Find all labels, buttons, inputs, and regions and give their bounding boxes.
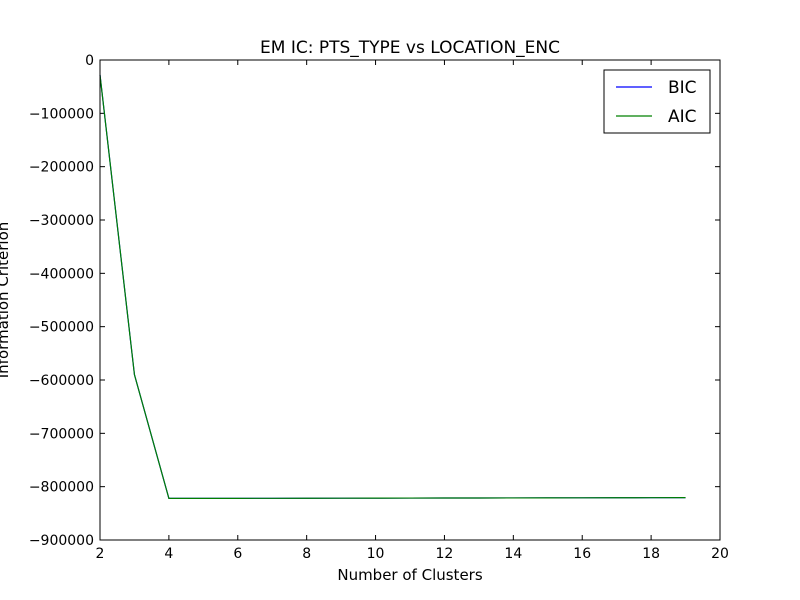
y-tick-label: −700000 xyxy=(29,426,94,442)
legend-label-bic: BIC xyxy=(668,78,697,98)
series-line-aic xyxy=(99,74,686,499)
y-tick-label: −900000 xyxy=(29,533,94,549)
x-tick-label: 20 xyxy=(711,546,729,562)
x-tick-label: 4 xyxy=(164,546,173,562)
x-tick-label: 2 xyxy=(96,546,105,562)
x-tick-label: 8 xyxy=(302,546,311,562)
ticks: 2 4 6 8 10 12 14 16 18 20 0 −100000 −200000 −300000 −4… xyxy=(29,53,729,562)
y-tick-label: −400000 xyxy=(29,266,94,282)
legend-box xyxy=(603,69,711,134)
plot-frame xyxy=(99,59,721,541)
y-tick-label: −300000 xyxy=(29,213,94,229)
x-axis-label: Number of Clusters xyxy=(337,566,482,584)
y-tick-label: −200000 xyxy=(29,160,94,176)
x-tick-label: 10 xyxy=(367,546,385,562)
x-tick-label: 18 xyxy=(642,546,660,562)
x-tick-label: 6 xyxy=(233,546,242,562)
y-tick-label: −100000 xyxy=(29,106,94,122)
legend: BIC AIC xyxy=(603,69,711,134)
y-tick-label: −500000 xyxy=(29,320,94,336)
chart-title: EM IC: PTS_TYPE vs LOCATION_ENC xyxy=(260,38,560,58)
series-line-bic xyxy=(99,74,686,499)
y-tick-label: −600000 xyxy=(29,373,94,389)
x-tick-label: 14 xyxy=(504,546,522,562)
y-axis-label: Information Criterion xyxy=(0,222,12,379)
y-tick-label: −800000 xyxy=(29,480,94,496)
y-tick-label: 0 xyxy=(85,53,94,69)
x-tick-label: 16 xyxy=(573,546,591,562)
legend-label-aic: AIC xyxy=(668,107,697,127)
x-tick-label: 12 xyxy=(436,546,454,562)
series-lines xyxy=(99,74,686,499)
